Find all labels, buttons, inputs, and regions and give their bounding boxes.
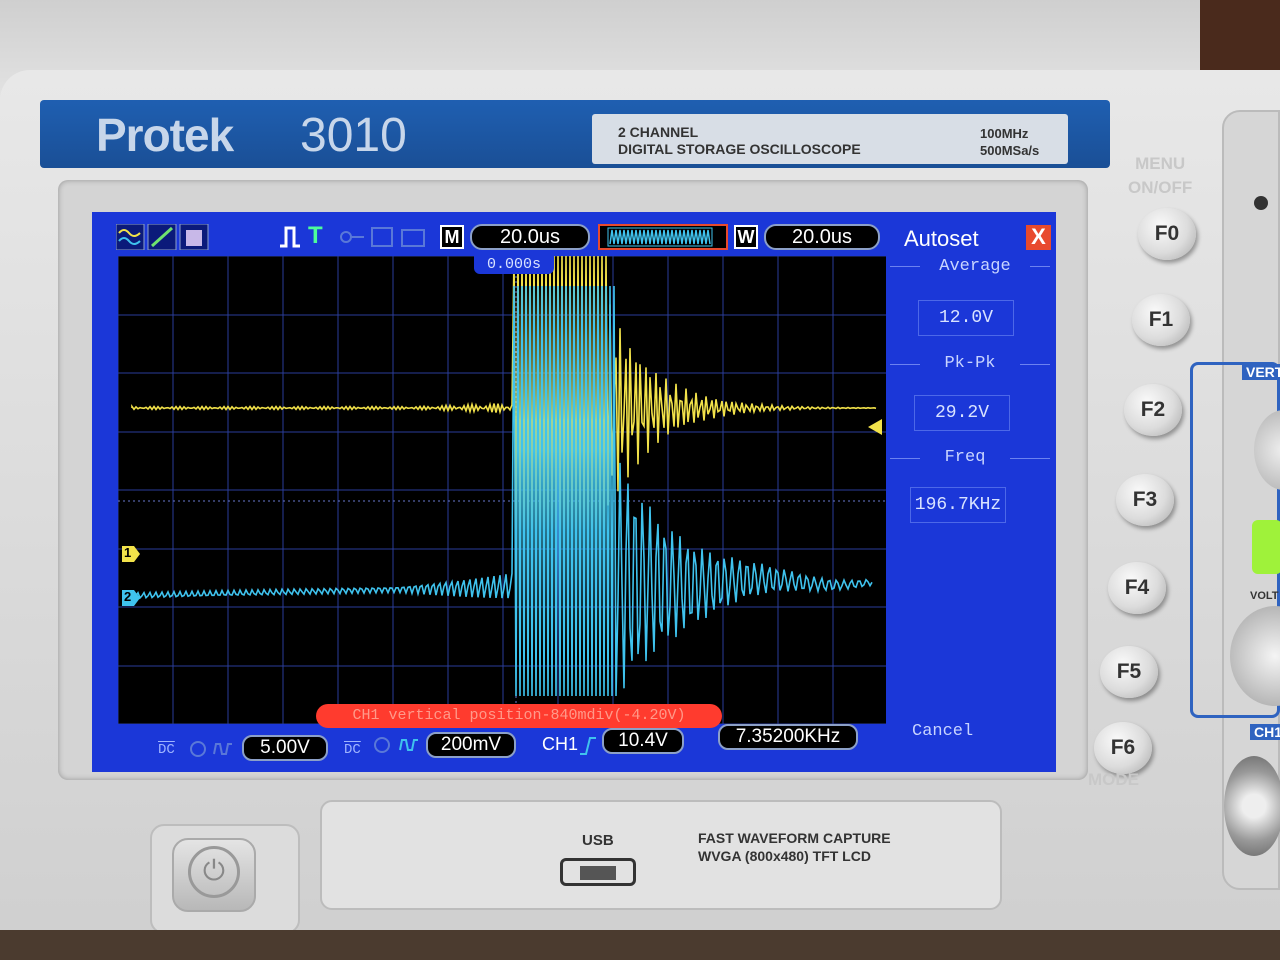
trigger-frequency: 7.35200KHz bbox=[718, 724, 858, 750]
usb-port-slot bbox=[580, 866, 616, 880]
main-timebase-label: M bbox=[440, 225, 464, 249]
status-icons bbox=[340, 227, 425, 247]
menu-item-pkpk-label: Pk-Pk bbox=[920, 354, 1020, 373]
f5-button[interactable]: F5 bbox=[1100, 646, 1158, 698]
main-timebase-value[interactable]: 20.0us bbox=[470, 224, 590, 250]
channel-markers[interactable] bbox=[120, 544, 142, 608]
window-timebase-label: W bbox=[734, 225, 758, 249]
desk-surface bbox=[0, 930, 1280, 960]
menu-item-freq-label: Freq bbox=[920, 448, 1010, 467]
device-description-line1: 2 CHANNEL bbox=[618, 124, 699, 140]
rising-edge-icon bbox=[580, 737, 596, 755]
menu-item-average-value[interactable]: 12.0V bbox=[918, 300, 1014, 336]
autoset-side-menu bbox=[886, 222, 1054, 748]
vertical-section-label: VERT bbox=[1242, 364, 1280, 380]
brand-name: Protek bbox=[96, 109, 234, 161]
f4-button[interactable]: F4 bbox=[1108, 562, 1166, 614]
mode-label: MODE bbox=[1088, 770, 1139, 789]
ch1-marker: 1 bbox=[124, 545, 132, 560]
close-icon[interactable]: X bbox=[1026, 225, 1051, 250]
ch1-bnc-connector[interactable] bbox=[1224, 756, 1280, 856]
menu-item-average-label: Average bbox=[920, 257, 1030, 276]
ch1-input-label: CH1 bbox=[1250, 724, 1280, 740]
trigger-time-offset: 0.000s bbox=[474, 256, 554, 274]
f6-button[interactable]: F6 bbox=[1094, 722, 1152, 774]
f0-button[interactable]: F0 bbox=[1138, 208, 1196, 260]
menu-item-freq-value[interactable]: 196.7KHz bbox=[910, 487, 1006, 523]
menu-item-pkpk-value[interactable]: 29.2V bbox=[914, 395, 1010, 431]
indicator-led bbox=[1254, 196, 1268, 210]
ch2-scale[interactable]: 200mV bbox=[426, 732, 516, 758]
power-icon: ⏻ bbox=[188, 846, 240, 898]
waveform-plot bbox=[117, 255, 889, 725]
trigger-level[interactable]: 10.4V bbox=[602, 728, 684, 754]
display-mode-icons[interactable] bbox=[116, 224, 214, 250]
trigger-pulse-icon[interactable] bbox=[278, 224, 328, 250]
volts-div-label: VOLT bbox=[1250, 590, 1279, 602]
status-message: CH1 vertical position-840mdiv(-4.20V) bbox=[316, 704, 722, 728]
bottom-panel bbox=[320, 800, 1002, 910]
usb-label: USB bbox=[582, 832, 614, 849]
trigger-state-indicator: T bbox=[308, 222, 323, 249]
ch1-trace bbox=[131, 255, 877, 532]
waveform-display bbox=[117, 255, 889, 725]
waveform-window-preview bbox=[598, 224, 728, 250]
ch2-marker: 2 bbox=[124, 589, 132, 604]
ch1-scale[interactable]: 5.00V bbox=[242, 735, 328, 761]
side-menu-title: Autoset bbox=[904, 226, 979, 251]
device-description-line2: DIGITAL STORAGE OSCILLOSCOPE bbox=[618, 141, 861, 157]
menu-onoff-line2: ON/OFF bbox=[1128, 178, 1193, 197]
feature-line2: WVGA (800x480) TFT LCD bbox=[698, 848, 871, 864]
f3-button[interactable]: F3 bbox=[1116, 474, 1174, 526]
menu-cancel-button[interactable]: Cancel bbox=[912, 722, 974, 741]
spec-bandwidth: 100MHz bbox=[980, 126, 1029, 141]
banner-description-box bbox=[592, 114, 1068, 164]
usb-port[interactable] bbox=[560, 858, 636, 886]
model-number: 3010 bbox=[300, 109, 407, 162]
trigger-level-marker[interactable] bbox=[866, 418, 884, 436]
f2-button[interactable]: F2 bbox=[1124, 384, 1182, 436]
status-bar: DC 5.00V DC 200mV CH1 10.4V 7.35200KHz bbox=[150, 724, 870, 768]
ch1-coupling: DC bbox=[158, 742, 175, 758]
trigger-source: CH1 bbox=[542, 734, 579, 754]
ch1-bandwidth-icons bbox=[190, 741, 232, 757]
screen-toolbar: T M 20.0us W 20.0us bbox=[112, 222, 882, 256]
ch2-trace bbox=[131, 285, 873, 697]
spec-samplerate: 500MSa/s bbox=[980, 143, 1040, 158]
ch2-coupling: DC bbox=[344, 742, 361, 758]
math-button[interactable] bbox=[1252, 520, 1280, 574]
window-timebase-value[interactable]: 20.0us bbox=[764, 224, 880, 250]
feature-line1: FAST WAVEFORM CAPTURE bbox=[698, 830, 891, 846]
f1-button[interactable]: F1 bbox=[1132, 294, 1190, 346]
ch2-bandwidth-icons bbox=[374, 737, 418, 753]
menu-onoff-line1: MENU bbox=[1135, 154, 1186, 173]
menu-onoff-label: MENU ON/OFF bbox=[1128, 152, 1192, 200]
